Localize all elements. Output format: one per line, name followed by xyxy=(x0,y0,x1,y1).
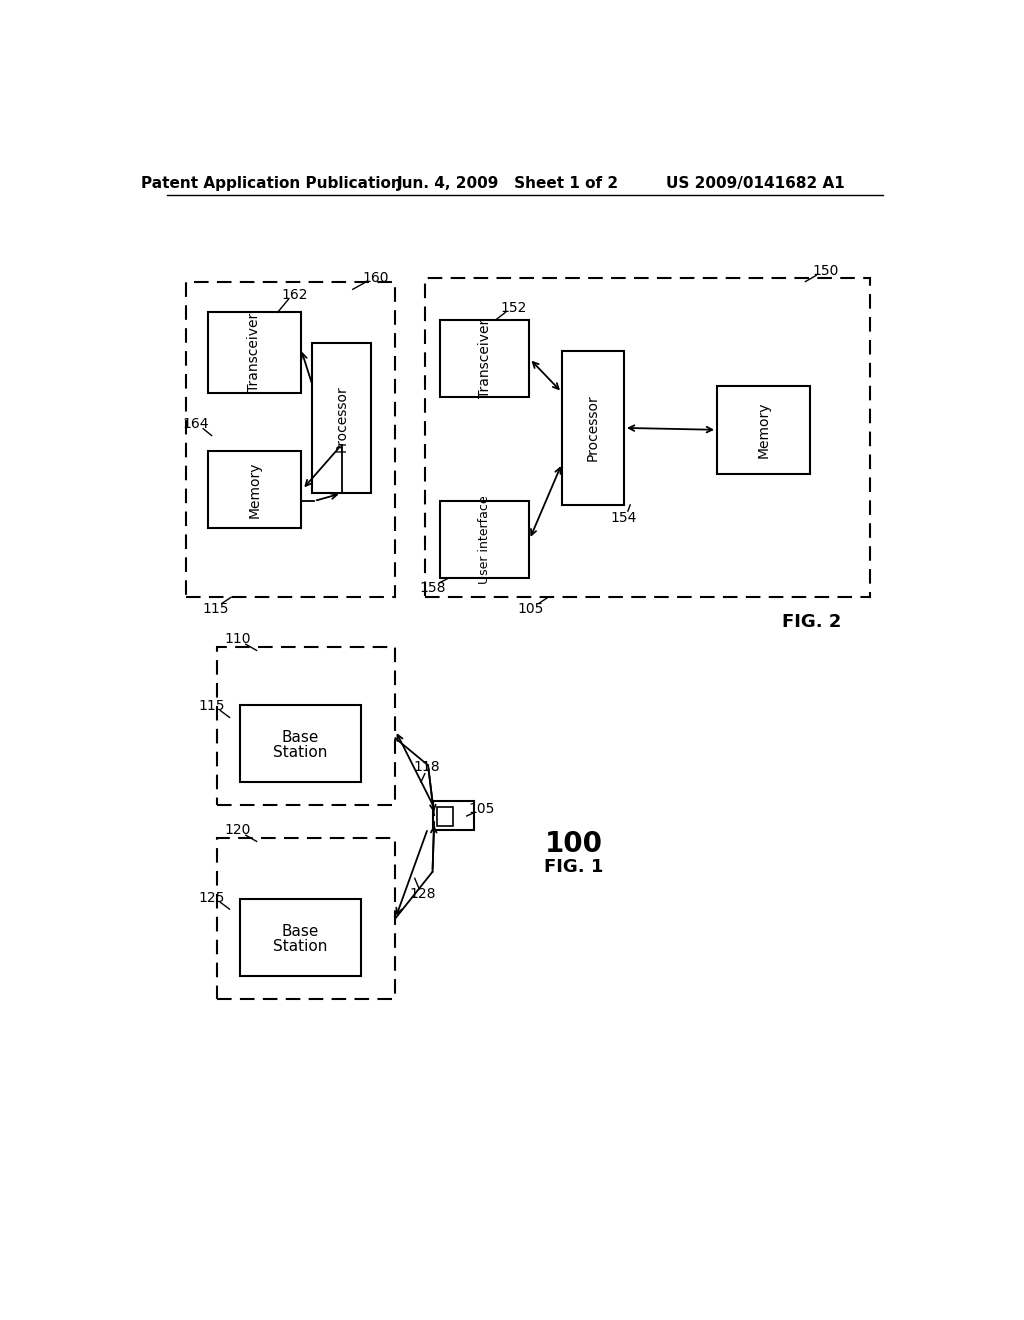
Text: 128: 128 xyxy=(410,887,436,900)
Bar xyxy=(562,351,624,506)
Text: 115: 115 xyxy=(203,602,228,616)
Bar xyxy=(217,647,395,805)
Text: 100: 100 xyxy=(545,830,603,858)
Bar xyxy=(208,313,301,393)
Bar xyxy=(440,321,529,397)
Text: FIG. 2: FIG. 2 xyxy=(782,612,842,631)
Text: Processor: Processor xyxy=(586,395,600,461)
Text: Base: Base xyxy=(282,730,319,744)
Text: Memory: Memory xyxy=(757,401,770,458)
Bar xyxy=(217,838,395,999)
Text: 160: 160 xyxy=(362,271,389,285)
Bar xyxy=(312,343,371,494)
Text: Transceiver: Transceiver xyxy=(248,313,261,392)
Text: 162: 162 xyxy=(282,289,308,302)
Text: 118: 118 xyxy=(413,760,439,774)
Text: US 2009/0141682 A1: US 2009/0141682 A1 xyxy=(667,177,845,191)
Text: 105: 105 xyxy=(518,602,544,616)
Text: Transceiver: Transceiver xyxy=(478,319,492,399)
Text: User interface: User interface xyxy=(478,495,492,583)
Bar xyxy=(433,800,474,830)
Text: 110: 110 xyxy=(225,632,251,645)
Text: Memory: Memory xyxy=(248,461,261,517)
Text: 115: 115 xyxy=(199,698,225,713)
Text: Base: Base xyxy=(282,924,319,939)
Bar xyxy=(241,899,360,977)
Text: 120: 120 xyxy=(225,822,251,837)
Text: Station: Station xyxy=(273,940,328,954)
Text: 125: 125 xyxy=(199,891,225,904)
Bar xyxy=(186,281,395,598)
Text: 152: 152 xyxy=(501,301,527,314)
Bar xyxy=(717,385,810,474)
Text: 164: 164 xyxy=(182,417,209,432)
Text: Station: Station xyxy=(273,746,328,760)
Text: FIG. 1: FIG. 1 xyxy=(544,858,603,875)
Text: Jun. 4, 2009   Sheet 1 of 2: Jun. 4, 2009 Sheet 1 of 2 xyxy=(396,177,618,191)
Bar xyxy=(425,277,870,598)
Text: 150: 150 xyxy=(812,264,839,277)
Text: 105: 105 xyxy=(468,803,495,816)
Text: 158: 158 xyxy=(419,581,445,595)
Text: Patent Application Publication: Patent Application Publication xyxy=(141,177,401,191)
Bar xyxy=(437,807,453,826)
Bar xyxy=(241,705,360,781)
Text: 154: 154 xyxy=(610,511,637,525)
Bar xyxy=(440,502,529,578)
Bar xyxy=(208,451,301,528)
Text: Processor: Processor xyxy=(335,385,348,451)
